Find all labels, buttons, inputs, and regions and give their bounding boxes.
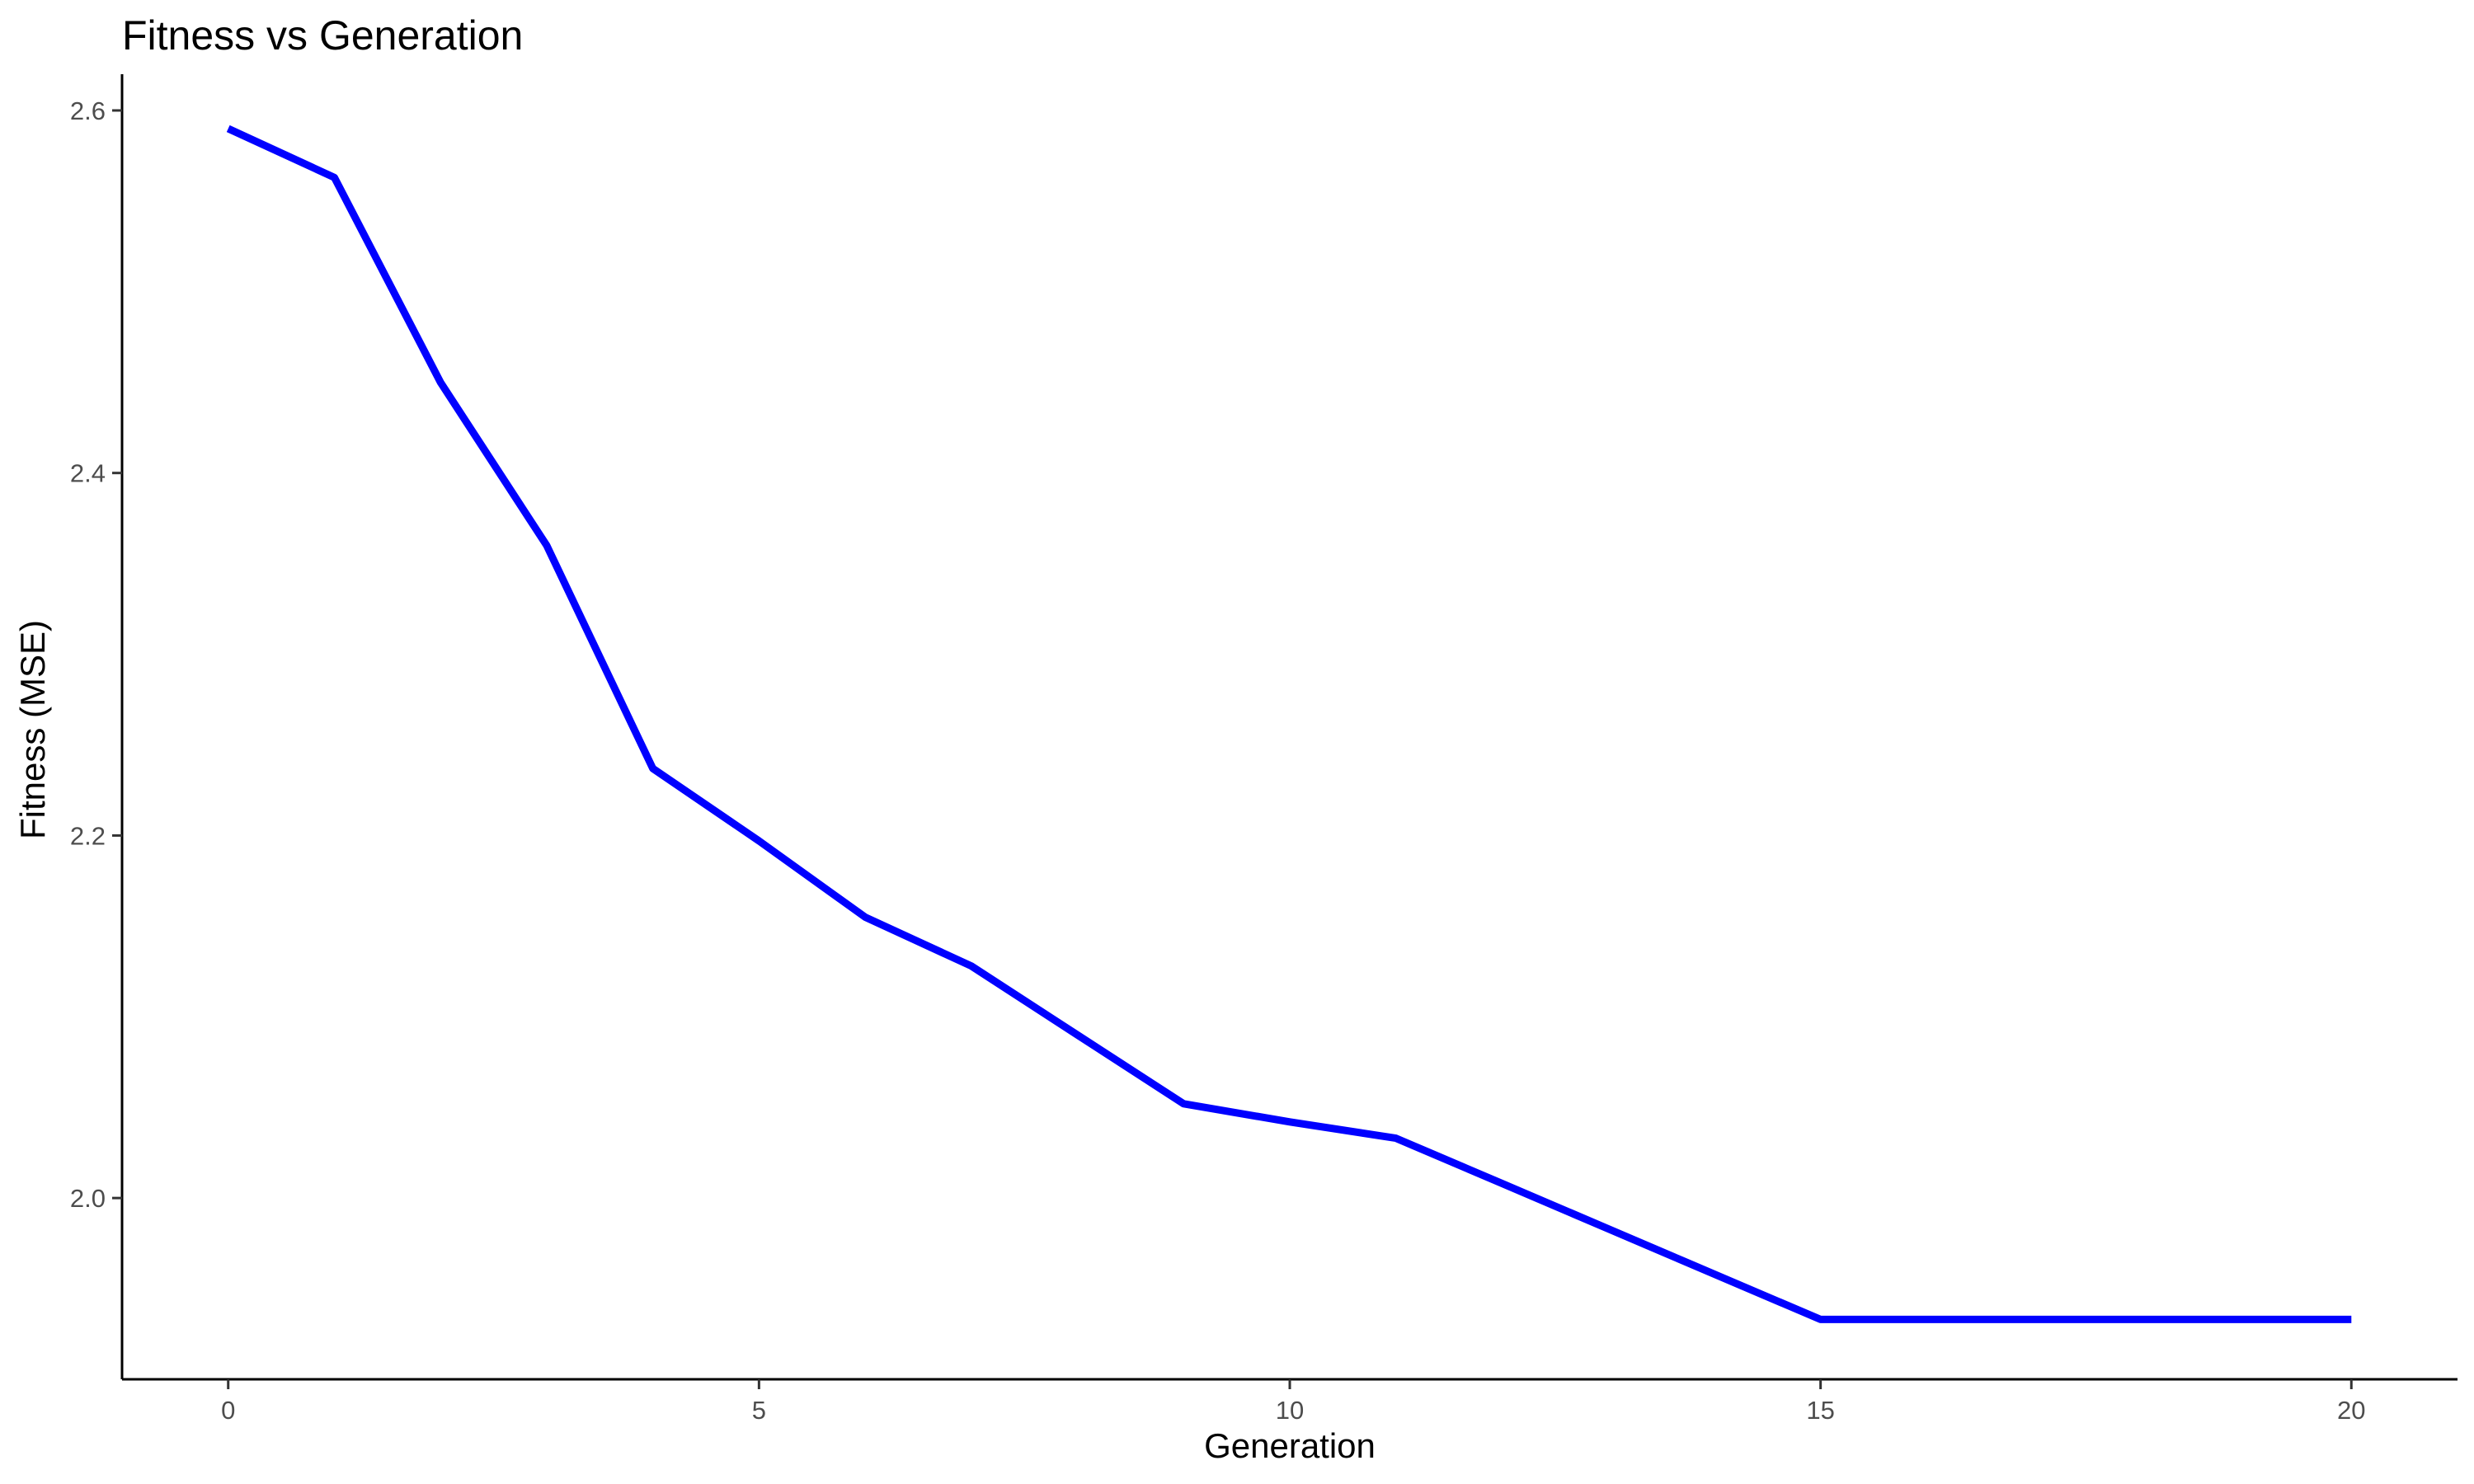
x-tick-label: 0 [221, 1396, 235, 1425]
x-axis-label: Generation [1204, 1426, 1376, 1465]
y-axis-label: Fitness (MSE) [13, 620, 52, 839]
series-line-fitness [226, 124, 2352, 1323]
y-tick-label: 2.4 [70, 459, 106, 488]
x-axis-ticks: 0 5 10 15 20 [221, 1379, 2366, 1425]
x-tick-label: 20 [2337, 1396, 2365, 1425]
y-axis-ticks: 2.0 2.2 2.4 2.6 [70, 96, 122, 1213]
y-tick-label: 2.2 [70, 821, 106, 850]
x-tick-label: 15 [1806, 1396, 1834, 1425]
series-layer [226, 124, 2352, 1323]
y-tick-label: 2.0 [70, 1184, 106, 1213]
y-tick-label: 2.6 [70, 96, 106, 125]
chart-title: Fitness vs Generation [122, 12, 523, 59]
x-tick-label: 5 [752, 1396, 766, 1425]
x-tick-label: 10 [1276, 1396, 1304, 1425]
